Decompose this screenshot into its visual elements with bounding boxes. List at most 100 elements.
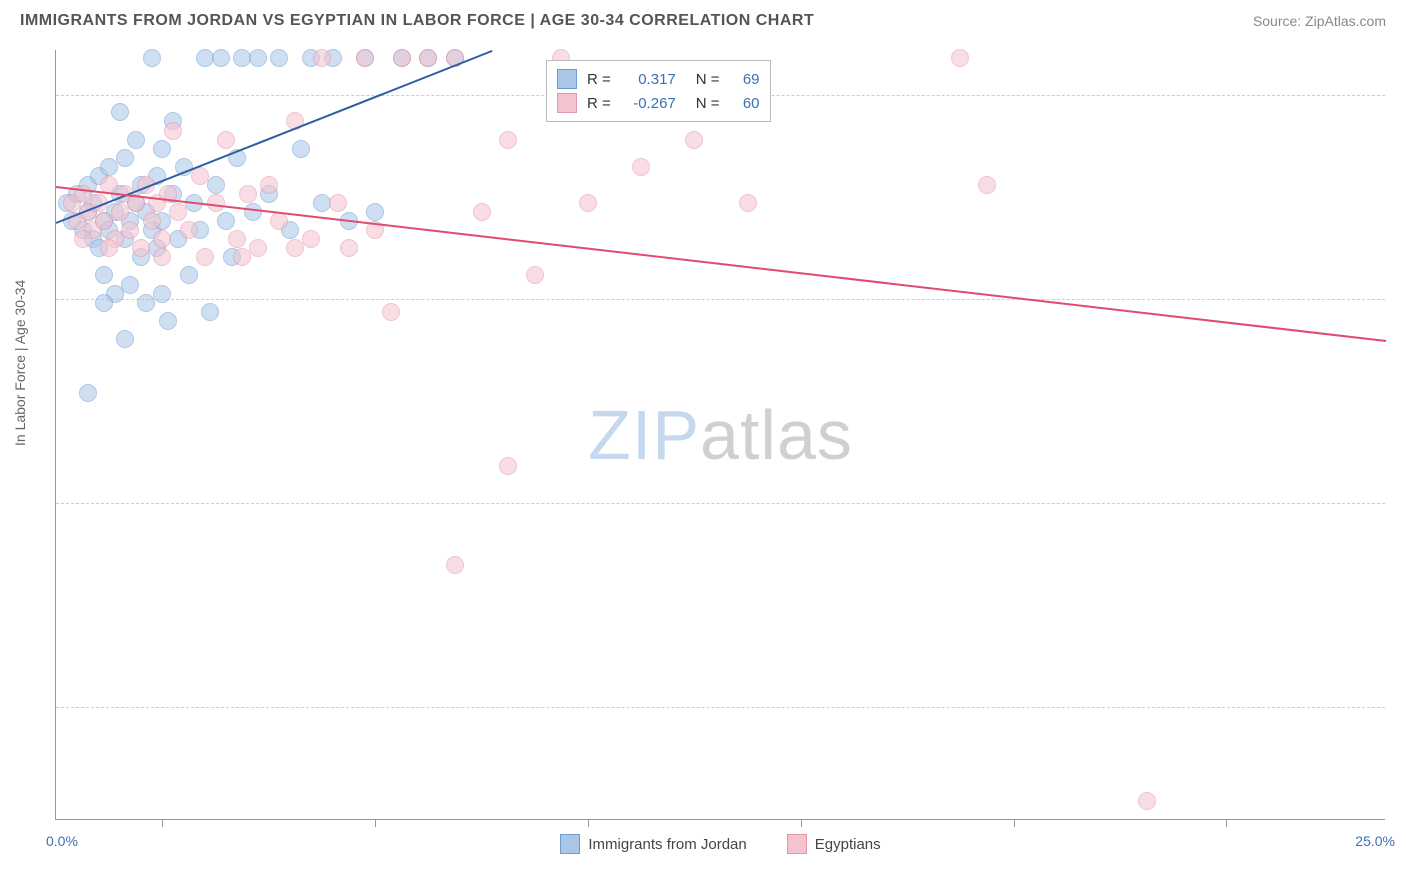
scatter-point	[111, 203, 129, 221]
scatter-point	[239, 185, 257, 203]
series-legend-item: Egyptians	[787, 834, 881, 854]
scatter-point	[419, 49, 437, 67]
y-tick-label: 77.5%	[1395, 291, 1406, 307]
scatter-point	[159, 312, 177, 330]
legend-n-value: 60	[730, 95, 760, 112]
legend-r-label: R =	[587, 95, 611, 112]
scatter-point	[366, 203, 384, 221]
scatter-point	[212, 49, 230, 67]
legend-row: R = 0.317 N = 69	[557, 67, 760, 91]
legend-row: R = -0.267 N = 60	[557, 91, 760, 115]
scatter-point	[739, 194, 757, 212]
scatter-point	[143, 49, 161, 67]
scatter-point	[951, 49, 969, 67]
scatter-point	[153, 230, 171, 248]
correlation-legend: R = 0.317 N = 69 R = -0.267 N = 60	[546, 60, 771, 122]
scatter-point	[579, 194, 597, 212]
x-tick	[1226, 819, 1227, 827]
scatter-point	[270, 49, 288, 67]
legend-r-value: -0.267	[621, 95, 676, 112]
x-tick	[588, 819, 589, 827]
scatter-point	[313, 49, 331, 67]
scatter-point	[244, 203, 262, 221]
scatter-point	[292, 140, 310, 158]
scatter-point	[153, 140, 171, 158]
x-tick	[375, 819, 376, 827]
legend-n-value: 69	[730, 71, 760, 88]
chart-source: Source: ZipAtlas.com	[1253, 13, 1386, 29]
scatter-point	[249, 49, 267, 67]
y-tick-label: 100.0%	[1395, 87, 1406, 103]
scatter-point	[356, 49, 374, 67]
legend-swatch	[557, 69, 577, 89]
scatter-point	[217, 131, 235, 149]
scatter-point	[169, 203, 187, 221]
scatter-point	[499, 131, 517, 149]
scatter-point	[111, 103, 129, 121]
scatter-point	[196, 248, 214, 266]
legend-swatch	[557, 93, 577, 113]
y-tick-label: 55.0%	[1395, 495, 1406, 511]
scatter-point	[978, 176, 996, 194]
scatter-point	[382, 303, 400, 321]
gridline	[56, 299, 1385, 300]
series-name: Egyptians	[815, 836, 881, 853]
scatter-point	[228, 230, 246, 248]
scatter-point	[207, 176, 225, 194]
scatter-point	[121, 221, 139, 239]
scatter-point	[286, 239, 304, 257]
scatter-point	[95, 294, 113, 312]
scatter-point	[446, 556, 464, 574]
watermark-logo: ZIPatlas	[588, 395, 853, 475]
y-tick-label: 32.5%	[1395, 699, 1406, 715]
scatter-point	[302, 230, 320, 248]
scatter-chart: ZIPatlas R =0.317N =69R =-0.267N =60 0.0…	[55, 50, 1385, 820]
scatter-point	[95, 212, 113, 230]
scatter-point	[79, 384, 97, 402]
legend-swatch	[787, 834, 807, 854]
series-legend: Immigrants from Jordan Egyptians	[56, 834, 1385, 854]
scatter-point	[100, 158, 118, 176]
scatter-point	[201, 303, 219, 321]
scatter-point	[249, 239, 267, 257]
scatter-point	[116, 149, 134, 167]
scatter-point	[526, 266, 544, 284]
scatter-point	[116, 330, 134, 348]
scatter-point	[95, 266, 113, 284]
watermark-part2: atlas	[700, 396, 853, 474]
scatter-point	[270, 212, 288, 230]
series-name: Immigrants from Jordan	[588, 836, 746, 853]
scatter-point	[153, 285, 171, 303]
legend-r-value: 0.317	[621, 71, 676, 88]
scatter-point	[217, 212, 235, 230]
legend-n-label: N =	[696, 71, 720, 88]
scatter-point	[180, 266, 198, 284]
gridline	[56, 707, 1385, 708]
chart-header: IMMIGRANTS FROM JORDAN VS EGYPTIAN IN LA…	[0, 0, 1406, 38]
scatter-point	[685, 131, 703, 149]
gridline	[56, 503, 1385, 504]
scatter-point	[329, 194, 347, 212]
trend-line	[56, 186, 1386, 342]
chart-title: IMMIGRANTS FROM JORDAN VS EGYPTIAN IN LA…	[20, 12, 814, 30]
x-tick	[1014, 819, 1015, 827]
series-legend-item: Immigrants from Jordan	[560, 834, 746, 854]
scatter-point	[632, 158, 650, 176]
scatter-point	[340, 239, 358, 257]
scatter-point	[137, 294, 155, 312]
scatter-point	[121, 276, 139, 294]
scatter-point	[127, 131, 145, 149]
scatter-point	[473, 203, 491, 221]
scatter-point	[499, 457, 517, 475]
scatter-point	[153, 248, 171, 266]
scatter-point	[143, 212, 161, 230]
scatter-point	[74, 230, 92, 248]
scatter-point	[260, 176, 278, 194]
scatter-point	[100, 239, 118, 257]
legend-n-label: N =	[696, 95, 720, 112]
x-tick	[801, 819, 802, 827]
scatter-point	[132, 239, 150, 257]
legend-r-label: R =	[587, 71, 611, 88]
scatter-point	[393, 49, 411, 67]
watermark-part1: ZIP	[588, 396, 700, 474]
